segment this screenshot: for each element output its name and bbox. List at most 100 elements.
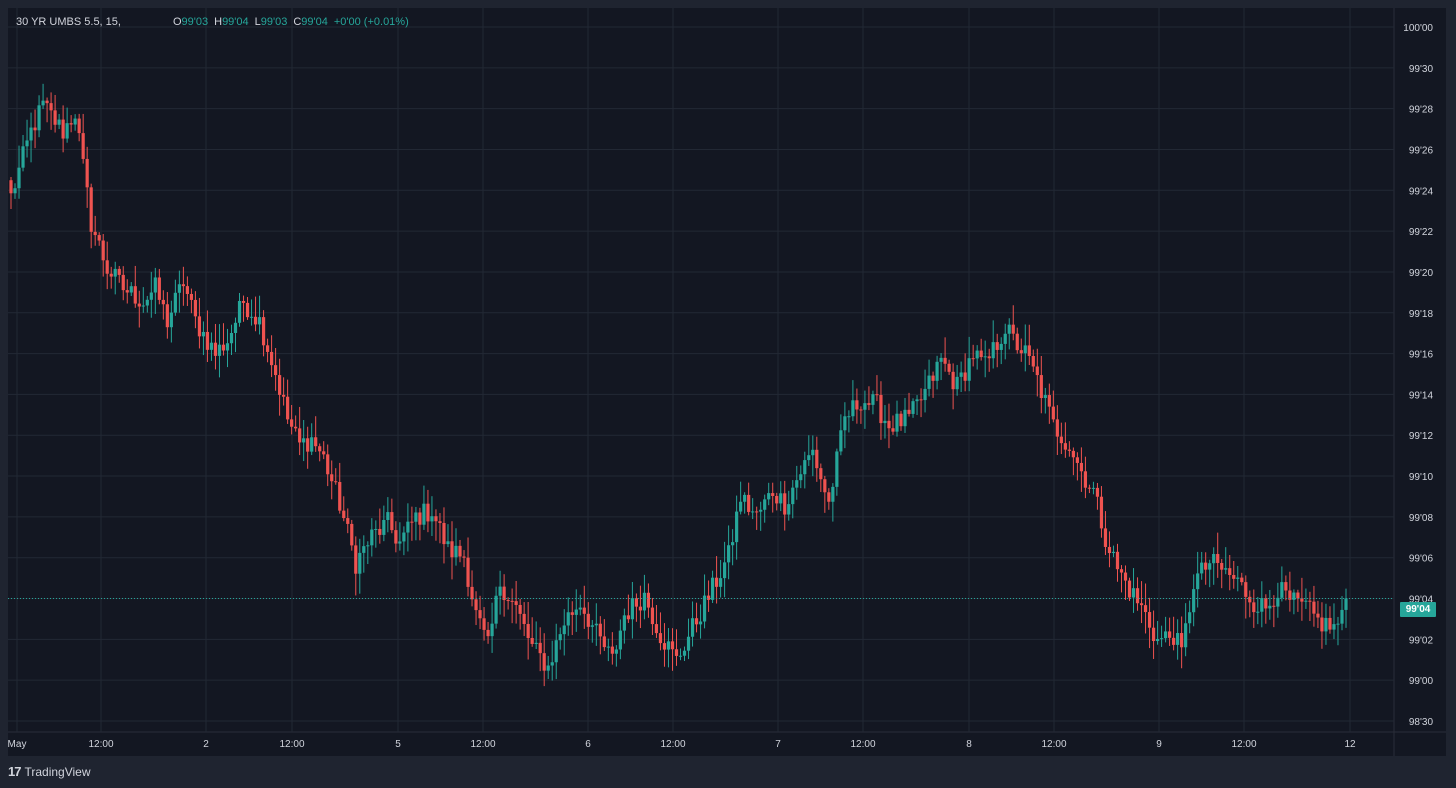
candle-body [1296,592,1300,599]
candle-body [322,451,326,455]
candle [566,597,570,636]
candle-body [414,512,418,522]
candle [502,574,506,617]
candle [694,602,699,633]
candle-body [342,510,346,519]
candle [193,291,198,329]
x-tick-label: May [8,739,27,750]
candle-body [755,511,759,513]
candle-body [1308,600,1312,602]
x-tick-label: 12 [1344,739,1356,750]
candle-body [269,351,274,366]
candle-body [129,286,133,293]
candle [686,618,691,660]
candle [630,581,634,639]
candle-body [815,449,819,469]
candle-body [843,416,847,431]
candle [362,535,366,573]
candle [298,406,302,456]
candle-body [554,640,558,663]
candle [819,463,823,493]
candle-body [927,375,931,389]
candle-body [1023,345,1027,354]
candle-body [1015,333,1019,351]
candle [1067,441,1071,457]
candle-body [478,610,482,619]
candle-body [157,277,161,300]
candle-body [1216,554,1220,563]
candle [614,645,618,667]
candle [338,462,342,514]
candle [1039,355,1043,414]
candle [967,336,971,392]
symbol-title[interactable]: 30 YR UMBS 5.5, 15, [16,16,121,28]
candle-body [666,641,671,650]
candle-body [831,486,835,502]
tradingview-logo-icon: 17 [8,764,22,779]
candle [1103,511,1108,556]
candle [1200,551,1204,580]
candle [53,94,57,133]
candle [73,114,77,131]
candle [121,266,125,301]
y-tick-label: 99'22 [1409,227,1434,238]
candle [17,145,21,199]
candle [763,494,767,523]
x-tick-label: 12:00 [279,739,304,750]
candle-body [9,180,13,194]
candle-body [265,345,270,352]
candle [1091,481,1096,495]
candle-body [915,399,919,402]
candle-body [318,446,322,452]
candle [113,261,117,295]
candle-body [975,350,979,359]
candle-body [1159,638,1164,640]
candle-body [971,358,975,360]
candle-body [1155,638,1160,642]
candle-body [775,495,779,504]
candle-body [819,468,823,480]
candle-body [718,578,723,587]
candle [1027,324,1031,366]
candle-body [795,480,799,488]
candle [366,541,370,565]
candle-body [282,394,286,397]
candle-body [1328,617,1332,630]
candle-body [1196,573,1200,590]
candle-body [959,372,963,377]
plot-background [8,8,1446,756]
candle-body [1051,406,1055,420]
candle-body [1248,596,1252,603]
candle-body [298,428,302,443]
candle-body [241,300,246,303]
candle-body [1288,590,1292,600]
candle [955,364,959,396]
brand-footer[interactable]: 17 TradingView [8,764,91,779]
candle-body [330,474,334,482]
candle [735,495,739,560]
candle-body [618,630,622,650]
candle [358,538,362,594]
candle [310,423,314,456]
candle [61,105,65,153]
y-tick-label: 99'26 [1409,145,1434,156]
candle [1192,574,1196,627]
candle [951,363,955,410]
candle [570,601,574,636]
candle [1031,349,1035,373]
candle [442,507,446,564]
candle [229,324,234,355]
candle [706,580,711,612]
candle [771,482,775,513]
candle [1095,482,1100,510]
candle-body [374,528,378,530]
candle-body [1192,589,1196,613]
candle-body [983,356,987,358]
candle [698,604,703,639]
x-tick-label: 2 [203,739,209,750]
candle [642,574,647,620]
candle-body [338,482,342,511]
candle-body [1019,350,1023,354]
candle [1035,348,1039,397]
